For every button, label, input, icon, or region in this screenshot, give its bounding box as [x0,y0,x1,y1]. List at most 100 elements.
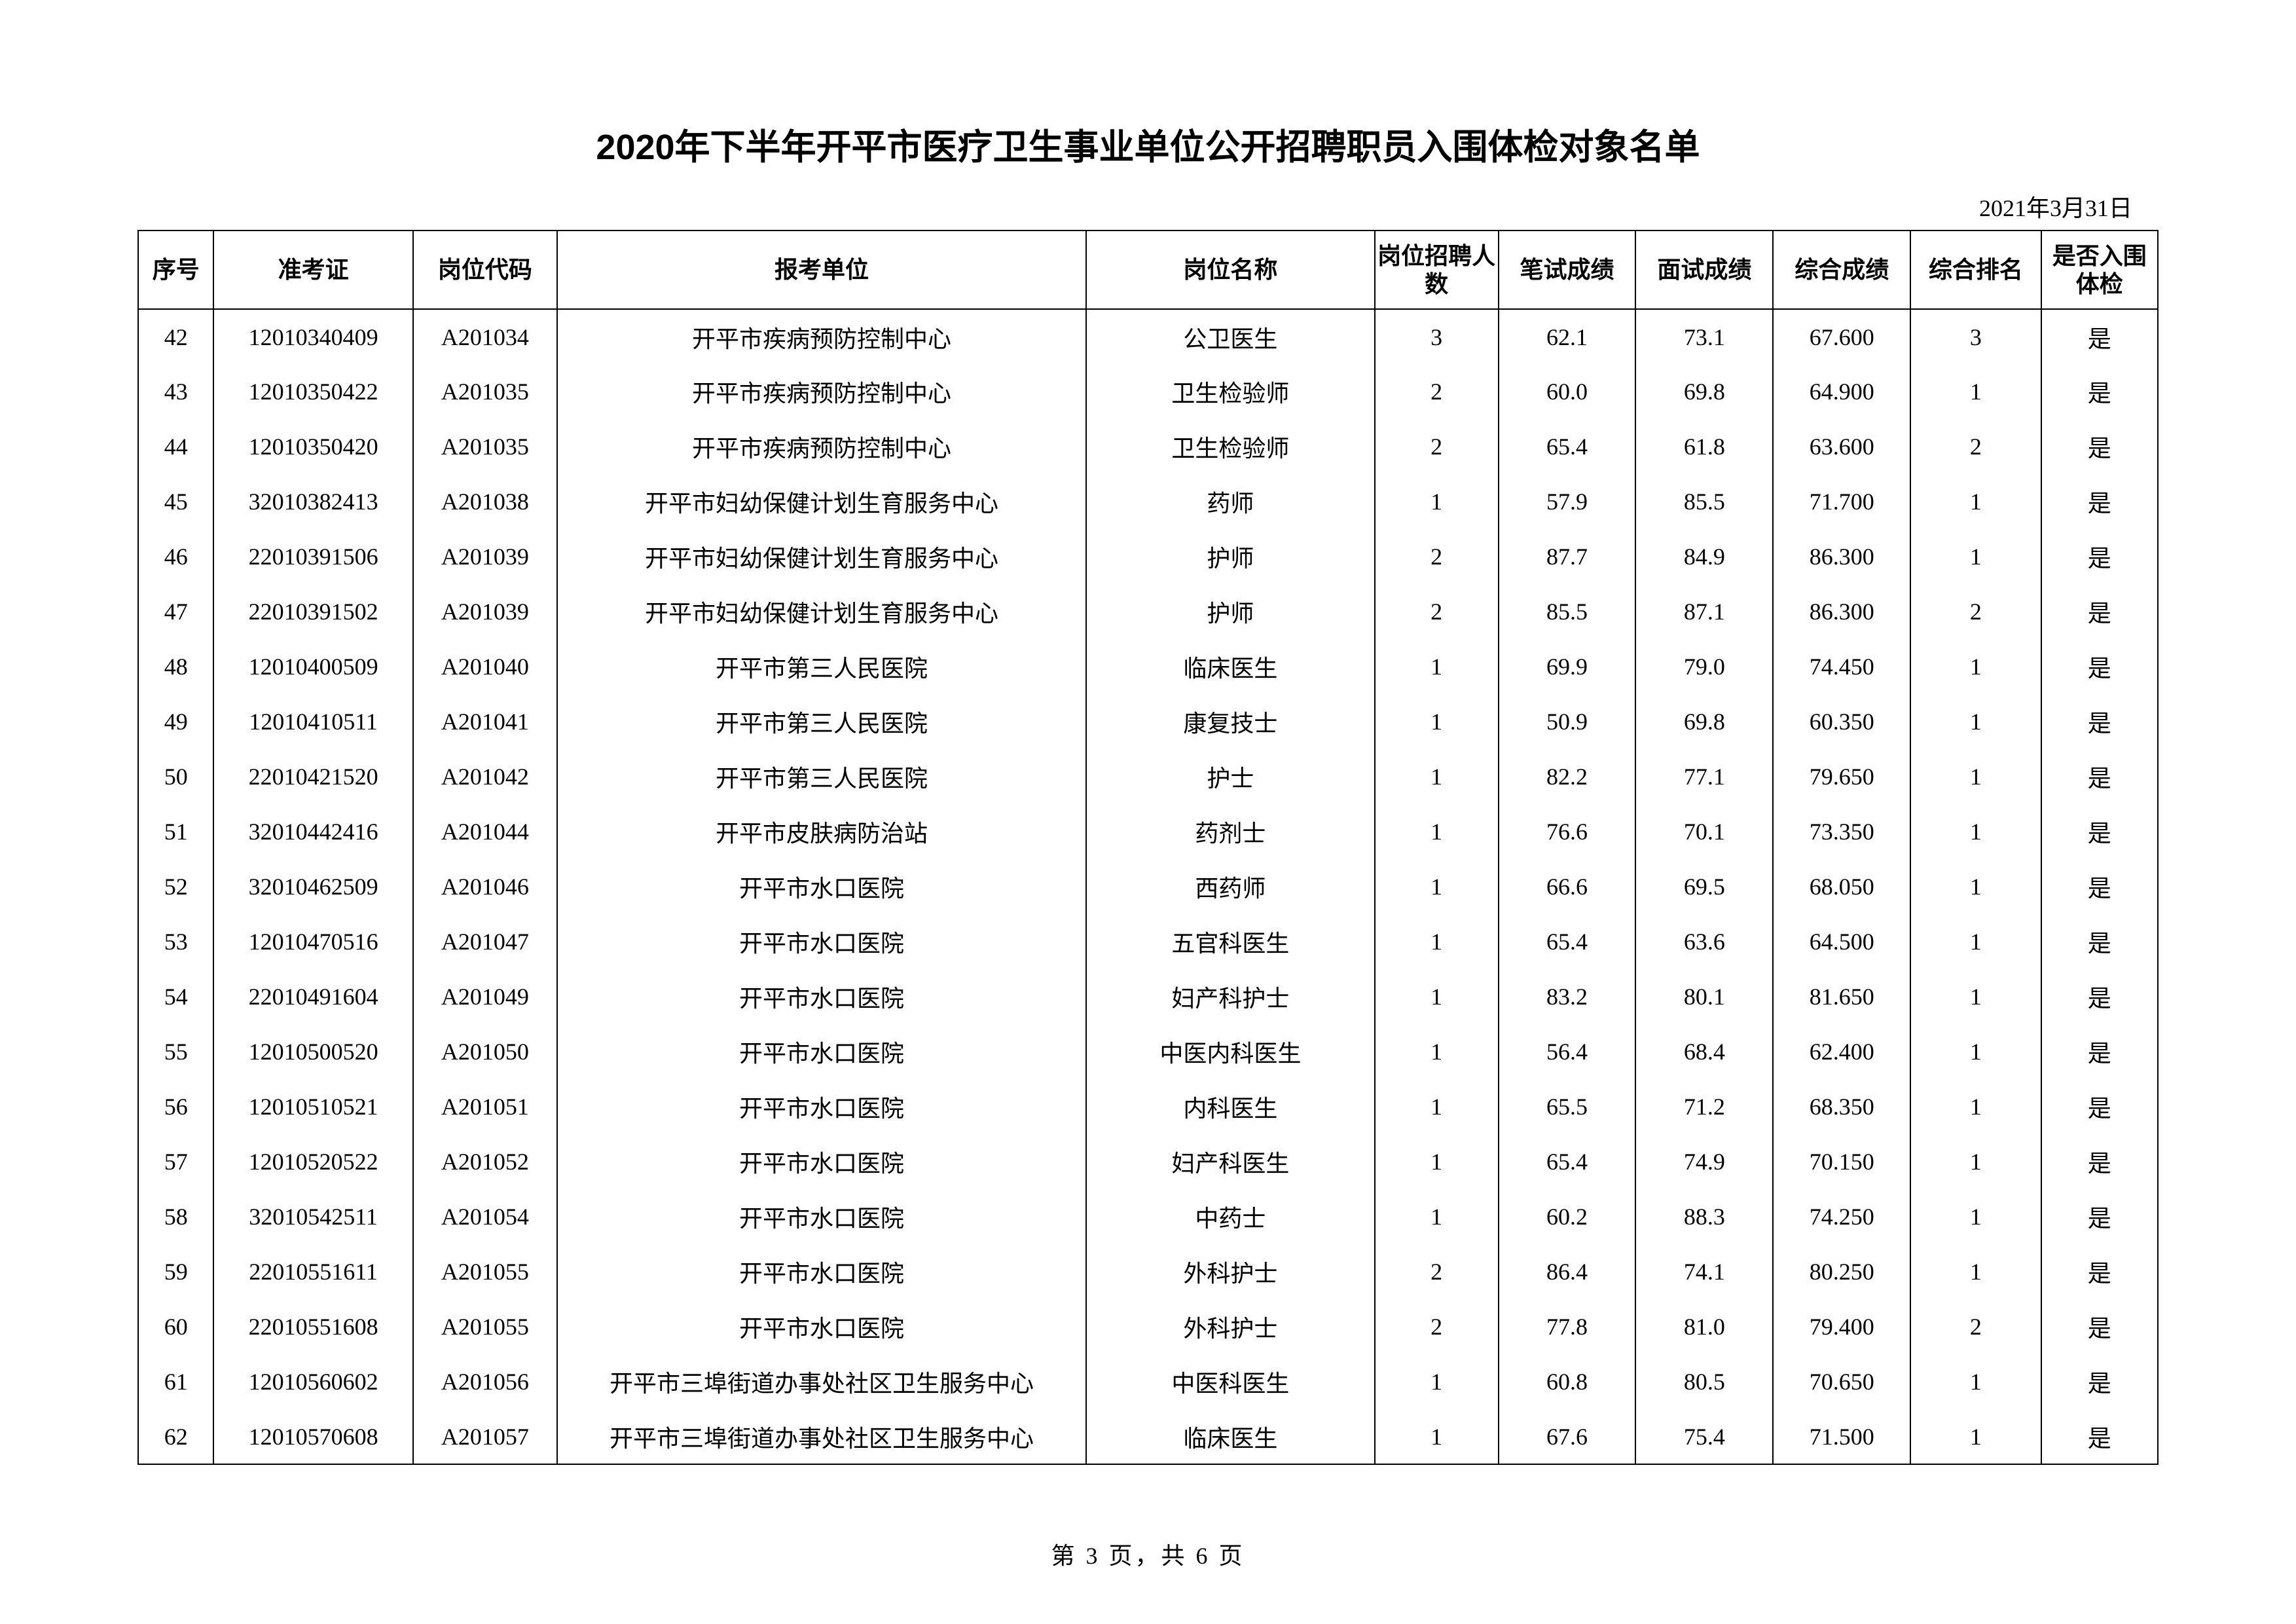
cell-s3: 79.650 [1773,749,1910,804]
cell-rank: 1 [1910,969,2041,1024]
cell-pos: 康复技士 [1086,694,1375,749]
cell-unit: 开平市疾病预防控制中心 [557,309,1086,364]
cell-s3: 86.300 [1773,584,1910,639]
cell-rank: 1 [1910,639,2041,694]
cell-rank: 1 [1910,474,2041,529]
cell-seq: 54 [138,969,213,1024]
cell-s1: 65.4 [1499,419,1636,474]
cell-code: A201057 [413,1409,557,1464]
cell-s1: 66.6 [1499,859,1636,914]
cell-s2: 80.1 [1635,969,1773,1024]
cell-cnt: 1 [1375,859,1499,914]
cell-cnt: 1 [1375,694,1499,749]
cell-pass: 是 [2041,474,2158,529]
cell-s1: 60.2 [1499,1189,1636,1244]
cell-cnt: 1 [1375,1189,1499,1244]
cell-s3: 71.700 [1773,474,1910,529]
col-header-rank: 综合排名 [1910,231,2041,309]
cell-cnt: 1 [1375,639,1499,694]
cell-pass: 是 [2041,694,2158,749]
cell-cnt: 3 [1375,309,1499,364]
cell-rank: 3 [1910,309,2041,364]
cell-unit: 开平市妇幼保健计划生育服务中心 [557,584,1086,639]
cell-rank: 1 [1910,749,2041,804]
table-row: 5232010462509A201046开平市水口医院西药师166.669.56… [138,859,2158,914]
cell-s1: 56.4 [1499,1024,1636,1079]
cell-exam: 22010491604 [213,969,412,1024]
cell-code: A201041 [413,694,557,749]
col-header-unit: 报考单位 [557,231,1086,309]
cell-rank: 1 [1910,804,2041,859]
cell-pos: 中药士 [1086,1189,1375,1244]
cell-code: A201042 [413,749,557,804]
table-row: 6212010570608A201057开平市三埠街道办事处社区卫生服务中心临床… [138,1409,2158,1464]
cell-seq: 49 [138,694,213,749]
cell-pass: 是 [2041,1024,2158,1079]
cell-s3: 62.400 [1773,1024,1910,1079]
cell-cnt: 1 [1375,969,1499,1024]
cell-unit: 开平市疾病预防控制中心 [557,364,1086,419]
cell-exam: 22010391502 [213,584,412,639]
cell-code: A201052 [413,1134,557,1189]
cell-pos: 五官科医生 [1086,914,1375,969]
cell-cnt: 1 [1375,1079,1499,1134]
table-row: 5512010500520A201050开平市水口医院中医内科医生156.468… [138,1024,2158,1079]
cell-s2: 69.8 [1635,694,1773,749]
cell-cnt: 2 [1375,364,1499,419]
cell-s3: 60.350 [1773,694,1910,749]
cell-pos: 妇产科医生 [1086,1134,1375,1189]
cell-seq: 46 [138,529,213,584]
cell-pass: 是 [2041,1189,2158,1244]
cell-exam: 12010400509 [213,639,412,694]
cell-exam: 32010462509 [213,859,412,914]
table-row: 4812010400509A201040开平市第三人民医院临床医生169.979… [138,639,2158,694]
cell-s1: 76.6 [1499,804,1636,859]
cell-rank: 1 [1910,364,2041,419]
cell-s2: 74.1 [1635,1244,1773,1299]
cell-code: A201035 [413,419,557,474]
cell-s1: 57.9 [1499,474,1636,529]
table-row: 4312010350422A201035开平市疾病预防控制中心卫生检验师260.… [138,364,2158,419]
cell-s1: 50.9 [1499,694,1636,749]
cell-exam: 12010350422 [213,364,412,419]
cell-s3: 80.250 [1773,1244,1910,1299]
cell-s2: 69.5 [1635,859,1773,914]
page-footer: 第 3 页，共 6 页 [137,1537,2159,1571]
cell-unit: 开平市水口医院 [557,1299,1086,1354]
col-header-cnt: 岗位招聘人数 [1375,231,1499,309]
cell-pass: 是 [2041,1244,2158,1299]
cell-pass: 是 [2041,1409,2158,1464]
cell-seq: 57 [138,1134,213,1189]
table-row: 5612010510521A201051开平市水口医院内科医生165.571.2… [138,1079,2158,1134]
cell-pass: 是 [2041,804,2158,859]
cell-exam: 22010421520 [213,749,412,804]
cell-pos: 护士 [1086,749,1375,804]
table-row: 4622010391506A201039开平市妇幼保健计划生育服务中心护师287… [138,529,2158,584]
cell-cnt: 1 [1375,914,1499,969]
col-header-seq: 序号 [138,231,213,309]
cell-unit: 开平市皮肤病防治站 [557,804,1086,859]
cell-code: A201050 [413,1024,557,1079]
cell-seq: 52 [138,859,213,914]
cell-rank: 2 [1910,584,2041,639]
cell-s2: 84.9 [1635,529,1773,584]
cell-code: A201034 [413,309,557,364]
cell-cnt: 1 [1375,1409,1499,1464]
cell-seq: 61 [138,1354,213,1409]
table-header-row: 序号 准考证 岗位代码 报考单位 岗位名称 岗位招聘人数 笔试成绩 面试成绩 综… [138,231,2158,309]
cell-seq: 59 [138,1244,213,1299]
cell-unit: 开平市疾病预防控制中心 [557,419,1086,474]
cell-pass: 是 [2041,529,2158,584]
cell-unit: 开平市第三人民医院 [557,749,1086,804]
cell-exam: 32010442416 [213,804,412,859]
cell-pos: 妇产科护士 [1086,969,1375,1024]
cell-s2: 88.3 [1635,1189,1773,1244]
cell-exam: 12010560602 [213,1354,412,1409]
cell-code: A201039 [413,529,557,584]
cell-cnt: 2 [1375,1299,1499,1354]
cell-cnt: 2 [1375,1244,1499,1299]
table-row: 4722010391502A201039开平市妇幼保健计划生育服务中心护师285… [138,584,2158,639]
cell-pos: 临床医生 [1086,1409,1375,1464]
cell-pos: 外科护士 [1086,1299,1375,1354]
cell-rank: 1 [1910,1024,2041,1079]
